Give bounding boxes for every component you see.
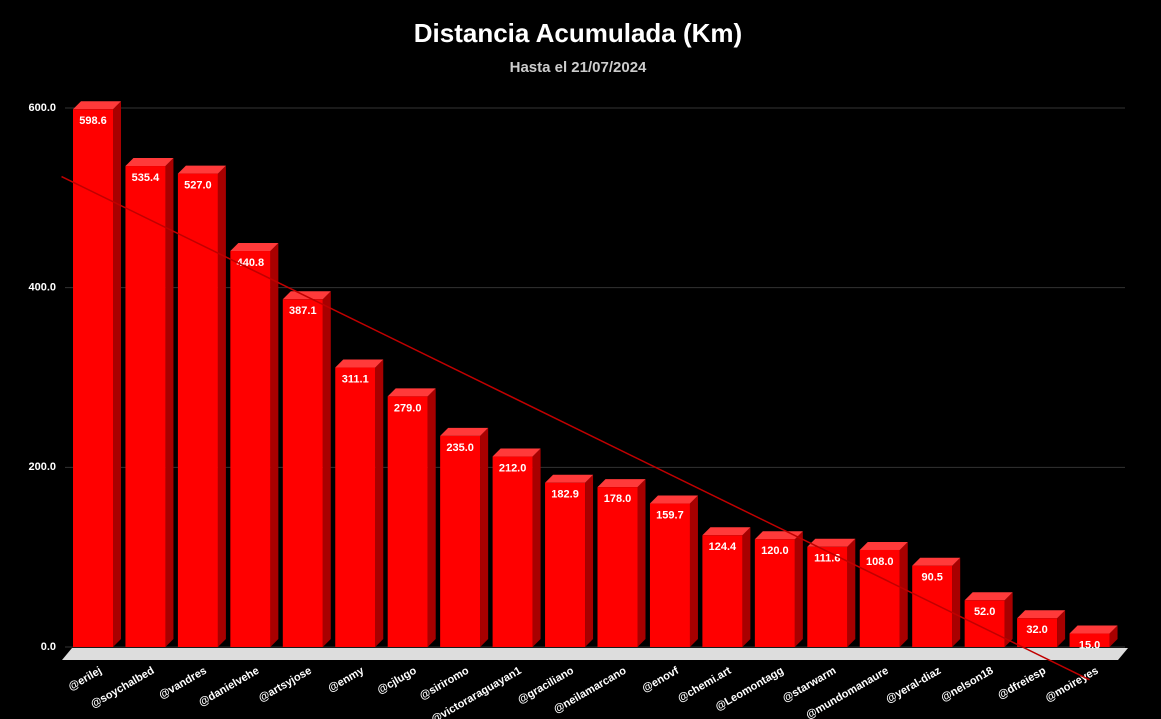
bar-side	[427, 388, 436, 647]
chart-title: Distancia Acumulada (Km)	[414, 18, 742, 48]
bar-side	[847, 538, 856, 647]
bar	[440, 435, 481, 647]
bar	[912, 565, 953, 647]
bar-side	[375, 359, 384, 647]
data-label: 15.0	[1079, 639, 1100, 651]
bar-side	[689, 495, 698, 647]
bar-side	[1004, 592, 1013, 647]
bar-top	[230, 243, 279, 252]
bar-top	[702, 527, 751, 536]
bar-top	[859, 541, 908, 550]
bar-top	[1069, 625, 1118, 634]
chart-subtitle: Hasta el 21/07/2024	[510, 59, 647, 76]
bar	[177, 173, 218, 647]
bar-side	[270, 243, 279, 648]
bar-top	[912, 557, 961, 566]
data-label: 108.0	[866, 556, 894, 568]
bar-top	[387, 388, 436, 397]
data-label: 52.0	[974, 606, 995, 618]
bar-side	[899, 541, 908, 647]
bar-side	[532, 448, 541, 647]
bar	[1017, 618, 1058, 647]
data-label: 527.0	[184, 179, 212, 191]
data-label: 440.8	[237, 257, 265, 269]
data-label: 178.0	[604, 493, 632, 505]
bar	[492, 456, 533, 647]
data-label: 387.1	[289, 305, 317, 317]
data-label: 159.7	[656, 509, 684, 521]
bar	[964, 600, 1005, 647]
bar	[125, 166, 166, 647]
bar-top	[335, 359, 384, 368]
bar	[859, 549, 900, 647]
bar-top	[73, 101, 121, 110]
bar-side	[1057, 610, 1066, 647]
bar-side	[113, 101, 121, 647]
data-label: 535.4	[132, 172, 160, 184]
data-label: 90.5	[921, 572, 942, 584]
bar-top	[177, 165, 226, 174]
bar-side	[585, 474, 594, 647]
y-tick-label: 0.0	[41, 641, 56, 653]
trendline	[61, 175, 1090, 681]
bar-side	[1109, 625, 1118, 647]
bar-side	[322, 291, 331, 647]
y-tick-label: 200.0	[28, 461, 56, 473]
bar	[73, 109, 113, 647]
bar	[1069, 633, 1110, 647]
data-label: 120.0	[761, 545, 789, 557]
bar	[754, 539, 795, 647]
bar-side	[480, 427, 489, 647]
data-label: 235.0	[446, 442, 474, 454]
bar	[282, 299, 323, 647]
bar-top	[492, 448, 541, 457]
y-tick-label: 400.0	[28, 282, 56, 294]
bar	[230, 251, 271, 648]
data-label: 32.0	[1026, 624, 1047, 636]
bar	[807, 546, 848, 647]
bar-top	[597, 479, 646, 488]
data-label: 598.6	[79, 115, 107, 127]
bar	[702, 535, 743, 647]
data-label: 111.6	[814, 553, 840, 565]
bar-side	[794, 531, 803, 647]
bar-top	[440, 427, 489, 436]
bar	[597, 487, 638, 647]
bar	[387, 396, 428, 647]
data-label: 182.9	[551, 489, 579, 501]
bar-side	[637, 479, 646, 647]
bar-side	[952, 557, 961, 647]
bar-top	[125, 158, 174, 167]
data-label: 279.0	[394, 402, 422, 414]
data-label: 311.1	[342, 373, 369, 385]
bar-top	[964, 592, 1013, 601]
bar-side	[165, 158, 174, 647]
bar-top	[649, 495, 698, 504]
bar-top	[282, 291, 331, 300]
bar	[649, 503, 690, 647]
bar	[545, 482, 586, 647]
floor	[62, 648, 1128, 660]
bar-side	[217, 165, 226, 647]
bar-top	[545, 474, 594, 483]
bar	[335, 367, 376, 647]
bar-side	[742, 527, 751, 647]
data-label: 212.0	[499, 462, 527, 474]
data-label: 124.4	[709, 541, 737, 553]
bar-top	[1017, 610, 1066, 619]
y-tick-label: 600.0	[28, 102, 56, 114]
bar-top	[807, 538, 856, 547]
